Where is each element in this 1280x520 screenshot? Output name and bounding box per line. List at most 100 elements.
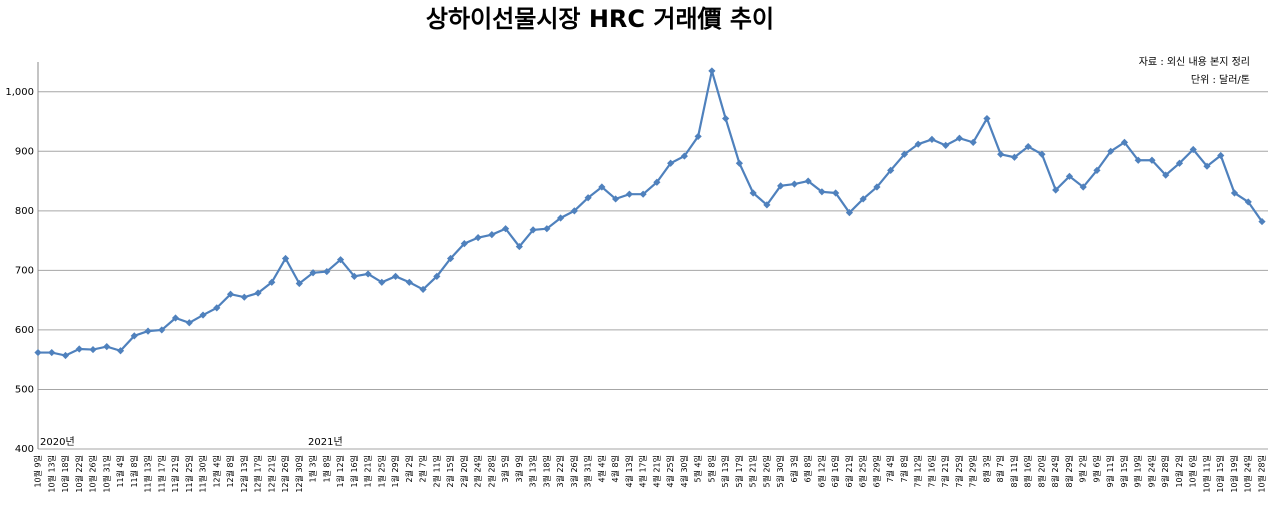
y-tick-label: 400 (15, 444, 34, 455)
x-tick-label: 9월 11일 (1105, 455, 1115, 488)
point-marker (446, 254, 455, 263)
point-marker (89, 345, 97, 354)
x-tick-label: 10월 19일 (1229, 455, 1239, 493)
point-marker (199, 311, 207, 319)
point-marker (185, 319, 193, 327)
unit-note: 단위 : 달러/톤 (1191, 73, 1250, 86)
x-tick-label: 11월 8일 (129, 455, 139, 488)
x-tick-label: 11월 30일 (198, 455, 208, 493)
point-marker (1203, 162, 1211, 170)
point-marker (873, 183, 881, 191)
x-tick-label: 8월 16일 (1023, 455, 1033, 488)
point-marker (61, 351, 70, 360)
x-tick-label: 6월 16일 (830, 455, 840, 488)
point-marker (680, 152, 688, 160)
point-marker (584, 194, 592, 202)
x-tick-label: 11월 17일 (156, 455, 166, 493)
point-marker (501, 225, 510, 233)
point-marker (1107, 147, 1115, 155)
point-marker (130, 332, 138, 340)
point-marker (34, 348, 42, 357)
x-tick-label: 7월 12일 (913, 455, 923, 488)
y-tick-label: 600 (15, 325, 34, 336)
x-tick-label: 12월 26일 (280, 455, 290, 493)
point-marker (1175, 159, 1184, 167)
point-marker (240, 293, 248, 301)
series-line (38, 70, 1263, 357)
y-tick-label: 700 (15, 265, 34, 276)
point-marker (144, 327, 152, 335)
point-marker (570, 207, 578, 215)
point-marker (749, 189, 757, 197)
x-tick-label: 10월 18일 (60, 455, 70, 493)
point-marker (419, 285, 427, 294)
point-marker (790, 180, 799, 188)
point-marker (694, 132, 702, 141)
x-tick-label: 12월 4일 (211, 455, 221, 488)
x-tick-label: 4월 21일 (651, 455, 661, 488)
point-marker (612, 195, 620, 203)
x-tick-label: 1월 21일 (363, 455, 373, 488)
x-tick-label: 10월 15일 (1215, 455, 1225, 493)
x-tick-label: 4월 25일 (665, 455, 675, 488)
x-tick-label: 2월 15일 (445, 455, 455, 488)
x-tick-label: 7월 29일 (968, 455, 978, 488)
point-marker (48, 348, 56, 357)
point-marker (75, 345, 83, 353)
point-marker (763, 201, 771, 209)
x-tick-label: 10월 28일 (1257, 455, 1267, 493)
x-tick-label: 1월 16일 (349, 455, 359, 488)
x-tick-label: 7월 4일 (885, 455, 895, 482)
point-marker (433, 272, 441, 280)
point-marker (103, 342, 111, 351)
point-marker (295, 279, 303, 288)
x-tick-label: 10월 9일 (33, 455, 43, 488)
x-tick-label: 11월 21일 (170, 455, 180, 493)
year-annotation: 2021년 (308, 436, 343, 448)
x-tick-label: 5월 17일 (734, 455, 744, 488)
x-tick-label: 7월 25일 (954, 455, 964, 488)
point-marker (969, 138, 977, 146)
point-marker (405, 278, 413, 286)
x-tick-label: 11월 25일 (184, 455, 194, 493)
x-tick-label: 8월 11일 (1009, 455, 1019, 488)
point-marker (488, 231, 496, 239)
x-tick-label: 3월 18일 (541, 455, 551, 488)
x-tick-label: 1월 8일 (321, 455, 331, 482)
x-tick-label: 10월 2일 (1174, 455, 1184, 488)
x-tick-label: 12월 13일 (239, 455, 249, 493)
x-tick-label: 2월 11일 (431, 455, 441, 488)
x-tick-label: 11월 13일 (143, 455, 153, 493)
x-tick-label: 7월 16일 (926, 455, 936, 488)
x-tick-label: 4월 4일 (596, 455, 606, 482)
point-marker (474, 234, 482, 242)
point-marker (818, 188, 826, 196)
year-annotation: 2020년 (40, 436, 75, 448)
point-marker (557, 214, 565, 222)
x-tick-label: 9월 15일 (1119, 455, 1129, 488)
point-marker (350, 272, 358, 280)
x-tick-label: 6월 12일 (816, 455, 826, 488)
x-tick-label: 8월 24일 (1050, 455, 1060, 488)
x-tick-label: 4월 8일 (610, 455, 620, 482)
point-marker (529, 226, 537, 234)
x-tick-label: 7월 8일 (899, 455, 909, 482)
point-marker (268, 278, 276, 286)
x-tick-label: 8월 7일 (995, 455, 1005, 482)
point-marker (1230, 189, 1239, 197)
point-marker (1120, 138, 1129, 146)
point-marker (391, 272, 400, 280)
x-tick-label: 3월 22일 (555, 455, 565, 488)
x-tick-label: 6월 25일 (858, 455, 868, 488)
y-tick-label: 800 (15, 206, 34, 217)
point-marker (777, 182, 785, 190)
x-tick-label: 1월 3일 (308, 455, 318, 482)
point-marker (1148, 156, 1156, 164)
point-marker (515, 242, 523, 251)
point-marker (1258, 217, 1266, 226)
point-marker (158, 326, 166, 334)
point-marker (1052, 186, 1060, 194)
x-tick-label: 10월 26일 (88, 455, 98, 493)
point-marker (309, 269, 317, 277)
point-marker (364, 270, 372, 278)
